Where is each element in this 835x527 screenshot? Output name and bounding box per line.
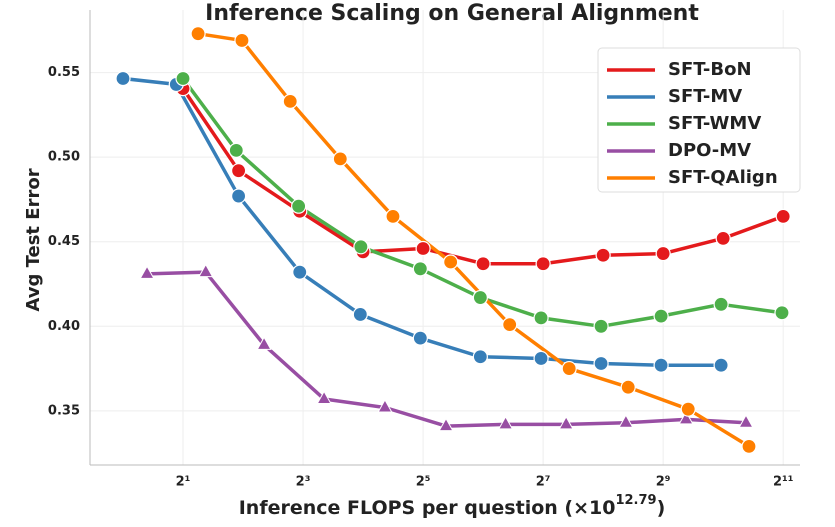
- data-marker: [558, 415, 574, 430]
- data-marker: [231, 163, 247, 179]
- data-marker: [282, 93, 298, 109]
- data-marker: [472, 289, 488, 306]
- data-marker: [332, 151, 348, 167]
- x-tick-label: 2⁵: [416, 475, 431, 490]
- data-marker: [498, 415, 514, 430]
- data-marker: [774, 305, 790, 321]
- data-marker: [533, 310, 549, 326]
- data-marker: [139, 265, 155, 279]
- data-marker: [653, 308, 669, 324]
- data-marker: [620, 379, 636, 395]
- data-marker: [713, 357, 729, 373]
- data-marker: [412, 261, 428, 277]
- data-marker: [738, 414, 754, 428]
- x-tick-label: 2¹: [176, 475, 191, 490]
- data-marker: [292, 264, 308, 280]
- data-marker: [741, 438, 757, 454]
- data-marker: [231, 188, 247, 204]
- data-marker: [655, 245, 671, 262]
- data-marker: [175, 70, 191, 87]
- y-tick-label: 0.45: [48, 234, 80, 249]
- data-marker: [353, 239, 369, 255]
- data-marker: [502, 317, 518, 333]
- data-marker: [653, 357, 669, 373]
- x-label-suffix: ): [657, 497, 666, 519]
- data-marker: [198, 263, 214, 278]
- data-marker: [234, 32, 250, 49]
- y-tick-label: 0.55: [48, 65, 80, 80]
- data-marker: [291, 198, 307, 214]
- data-marker: [443, 254, 459, 270]
- x-label-text: Inference FLOPS per question (×10: [239, 497, 616, 519]
- legend-label: SFT-WMV: [668, 113, 761, 134]
- legend-label: SFT-QAlign: [668, 167, 778, 188]
- y-axis-label: Avg Test Error: [23, 168, 44, 311]
- data-marker: [595, 247, 611, 263]
- x-label-exponent: 12.79: [615, 493, 656, 508]
- data-marker: [228, 142, 244, 158]
- legend-label: SFT-MV: [668, 86, 742, 107]
- legend-box: [597, 47, 801, 193]
- data-marker: [535, 256, 551, 272]
- y-tick-label: 0.50: [48, 150, 80, 165]
- data-marker: [352, 306, 368, 323]
- chart-title: Inference Scaling on General Alignment: [205, 1, 699, 26]
- y-tick-label: 0.35: [48, 403, 80, 418]
- data-marker: [115, 70, 131, 87]
- data-marker: [190, 26, 206, 42]
- data-marker: [316, 390, 332, 405]
- data-marker: [715, 230, 731, 246]
- legend-label: DPO-MV: [668, 140, 751, 161]
- data-marker: [377, 398, 393, 413]
- data-marker: [256, 336, 272, 350]
- data-marker: [678, 410, 694, 425]
- series-line: [146, 270, 747, 428]
- data-marker: [438, 417, 454, 432]
- data-marker: [561, 360, 577, 377]
- data-marker: [618, 414, 634, 428]
- data-marker: [472, 349, 488, 365]
- x-tick-label: 2⁹: [656, 475, 671, 490]
- data-marker: [415, 240, 431, 257]
- data-marker: [533, 350, 549, 367]
- y-tick-label: 0.40: [48, 319, 80, 334]
- data-marker: [593, 318, 609, 334]
- legend-label: SFT-BoN: [668, 59, 752, 80]
- data-marker: [775, 208, 791, 224]
- x-tick-label: 2³: [296, 475, 311, 490]
- data-marker: [680, 401, 696, 417]
- data-marker: [713, 296, 729, 312]
- x-axis-label: Inference FLOPS per question (×1012.79): [239, 493, 666, 519]
- data-marker: [475, 256, 491, 272]
- data-marker: [412, 330, 428, 346]
- data-marker: [593, 355, 609, 372]
- x-tick-label: 2⁷: [536, 475, 551, 490]
- data-marker: [385, 208, 401, 224]
- x-tick-label: 2¹¹: [773, 475, 793, 490]
